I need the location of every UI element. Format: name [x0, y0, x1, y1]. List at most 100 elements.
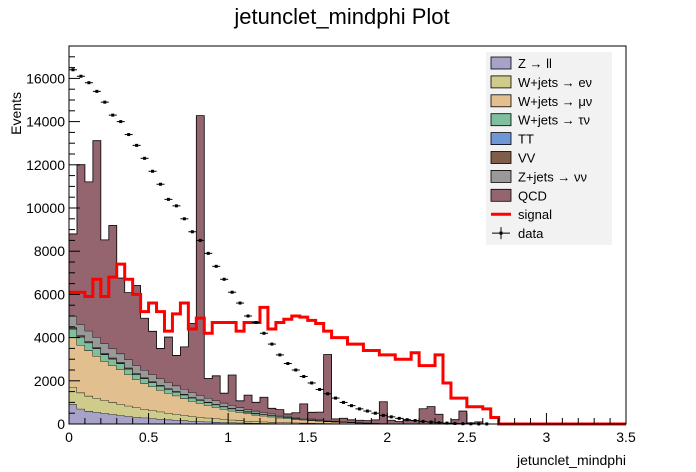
- y-tick-label: 4000: [34, 330, 65, 346]
- data-point: [172, 204, 181, 208]
- data-point: [395, 416, 404, 420]
- legend-entry: Z+jets → νν: [490, 169, 587, 184]
- data-point: [84, 81, 93, 85]
- data-layer: [68, 68, 491, 426]
- data-point: [251, 320, 260, 324]
- data-point: [379, 413, 388, 417]
- y-tick-label: 12000: [26, 157, 65, 173]
- data-point: [363, 409, 372, 413]
- data-point: [355, 407, 364, 411]
- legend-entry: W+jets → τν: [490, 113, 590, 128]
- data-point: [299, 374, 308, 378]
- data-point: [339, 400, 348, 404]
- data-point: [259, 331, 268, 335]
- legend-entry: Z → ll: [490, 56, 552, 71]
- legend-swatch: [490, 188, 512, 202]
- legend-swatch: [490, 169, 512, 183]
- x-tick-label: 3: [543, 429, 551, 445]
- data-point: [188, 230, 197, 234]
- data-point: [148, 169, 157, 173]
- data-point: [442, 421, 451, 425]
- legend-label: TT: [518, 132, 534, 147]
- legend-label: signal: [518, 207, 552, 222]
- series-fill: [69, 404, 626, 424]
- legend-label: QCD: [518, 188, 547, 203]
- legend-entry: W+jets → μν: [490, 94, 592, 109]
- legend-label: Z → ll: [518, 56, 552, 71]
- data-point: [124, 133, 133, 137]
- data-point: [244, 314, 253, 318]
- x-axis-label: jetunclet_mindphi: [516, 452, 626, 468]
- legend-swatch: [490, 75, 512, 89]
- x-tick-label: 0: [65, 429, 73, 445]
- data-point: [315, 387, 324, 391]
- legend-swatch: [490, 56, 512, 70]
- data-point: [331, 396, 340, 400]
- data-point: [283, 362, 292, 366]
- x-tick-label: 1: [224, 429, 232, 445]
- y-tick-label: 8000: [34, 243, 65, 259]
- y-tick-label: 10000: [26, 200, 65, 216]
- data-point: [275, 353, 284, 357]
- axes-layer: 0 0.5 1 1.5 2 2.5 3 3.5 0 2000 4000 6000 8000 10000 12…: [26, 56, 636, 445]
- y-tick-label: 16000: [26, 70, 65, 86]
- data-point: [228, 290, 237, 294]
- plot-frame: [68, 45, 627, 425]
- data-point: [427, 420, 436, 424]
- data-point: [212, 264, 221, 268]
- data-point: [435, 421, 444, 425]
- data-point: [140, 156, 149, 160]
- legend-label: data: [518, 226, 544, 241]
- data-point: [100, 100, 109, 104]
- data-point: [347, 404, 356, 408]
- signal-layer: [69, 262, 626, 426]
- data-point: [68, 68, 77, 72]
- series-outline: [69, 115, 626, 425]
- legend-label: W+jets → τν: [518, 113, 590, 128]
- legend-entry: TT: [490, 132, 534, 147]
- x-tick-label: 3.5: [616, 429, 636, 445]
- data-point: [92, 89, 101, 93]
- data-point: [236, 301, 245, 305]
- x-tick-label: 2.5: [457, 429, 477, 445]
- data-point: [419, 419, 428, 423]
- data-point: [307, 381, 316, 385]
- y-axis-label: Events: [8, 92, 24, 135]
- data-point: [403, 418, 412, 422]
- chart-title: jetunclet_mindphi Plot: [233, 4, 449, 29]
- series-8: [69, 115, 626, 425]
- data-point: [164, 197, 173, 201]
- data-point: [411, 419, 420, 423]
- data-point: [108, 113, 117, 117]
- data-point: [371, 411, 380, 415]
- y-tick-label: 6000: [34, 286, 65, 302]
- data-point: [196, 238, 205, 242]
- legend: Z → ll W+jets → eν W+jets → μν W+jets → τν T…: [486, 52, 612, 245]
- data-point: [204, 251, 213, 255]
- signal-line: [69, 262, 626, 426]
- data-point: [291, 368, 300, 372]
- legend-swatch: [490, 113, 512, 127]
- legend-label: VV: [518, 151, 536, 166]
- y-tick-label: 2000: [34, 373, 65, 389]
- legend-entry: data: [492, 226, 544, 241]
- legend-entry: VV: [490, 151, 536, 166]
- data-point: [180, 217, 189, 221]
- legend-label: W+jets → eν: [518, 75, 592, 90]
- x-tick-label: 2: [383, 429, 391, 445]
- data-point: [132, 143, 141, 147]
- data-point: [267, 342, 276, 346]
- legend-entry: QCD: [490, 188, 547, 203]
- y-tick-label: 0: [57, 416, 65, 432]
- data-point: [76, 74, 85, 78]
- data-point: [387, 415, 396, 419]
- y-tick-label: 14000: [26, 114, 65, 130]
- x-tick-label: 1.5: [298, 429, 318, 445]
- legend-swatch: [490, 94, 512, 108]
- x-tick-label: 0.5: [139, 429, 159, 445]
- data-point: [450, 421, 459, 425]
- data-point: [220, 277, 229, 281]
- data-point: [156, 182, 165, 186]
- data-point: [323, 392, 332, 396]
